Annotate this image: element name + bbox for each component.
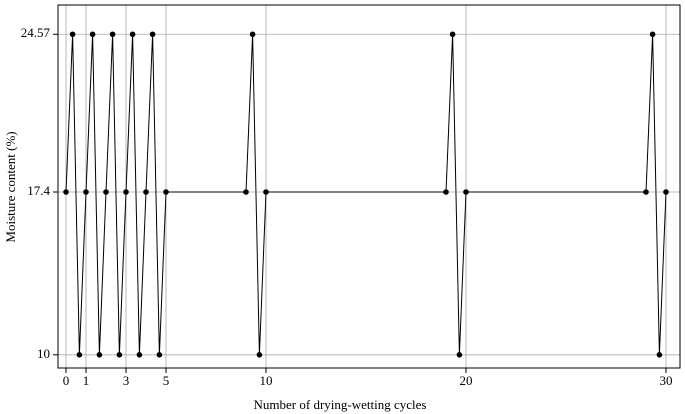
data-point xyxy=(89,31,96,38)
data-point xyxy=(663,189,669,195)
y-tick-label: 24.57 xyxy=(21,25,51,40)
x-tick-label: 0 xyxy=(63,373,70,388)
data-point xyxy=(76,352,83,358)
data-point xyxy=(243,189,249,195)
x-tick-label: 10 xyxy=(260,373,273,388)
data-point xyxy=(69,31,76,38)
data-point xyxy=(449,31,456,38)
data-point xyxy=(123,189,129,195)
data-point xyxy=(463,189,469,195)
x-tick-label: 3 xyxy=(123,373,130,388)
data-point xyxy=(143,189,149,195)
plot-frame xyxy=(57,4,681,369)
data-point xyxy=(656,352,663,358)
x-tick-label: 1 xyxy=(83,373,90,388)
data-point xyxy=(149,31,156,38)
data-point xyxy=(249,31,256,38)
data-point xyxy=(109,31,116,38)
x-tick-label: 20 xyxy=(460,373,473,388)
data-point xyxy=(163,189,169,195)
data-point xyxy=(96,352,103,358)
data-point xyxy=(103,189,109,195)
data-point xyxy=(649,31,656,38)
x-axis-label: Number of drying-wetting cycles xyxy=(254,397,427,412)
x-tick-label: 5 xyxy=(163,373,170,388)
data-point xyxy=(263,189,269,195)
data-line xyxy=(65,34,667,355)
data-point xyxy=(116,352,123,358)
data-point xyxy=(443,189,449,195)
data-point xyxy=(256,352,263,358)
data-point xyxy=(136,352,143,358)
data-point xyxy=(63,189,69,195)
x-tick-label: 30 xyxy=(660,373,673,388)
y-tick-label: 10 xyxy=(37,346,50,361)
data-point xyxy=(156,352,163,358)
y-axis-label: Moisture content (%) xyxy=(3,131,18,242)
data-point xyxy=(129,31,136,38)
data-point xyxy=(456,352,463,358)
y-tick-label: 17.4 xyxy=(27,183,50,198)
data-point xyxy=(643,189,649,195)
data-point xyxy=(83,189,89,195)
